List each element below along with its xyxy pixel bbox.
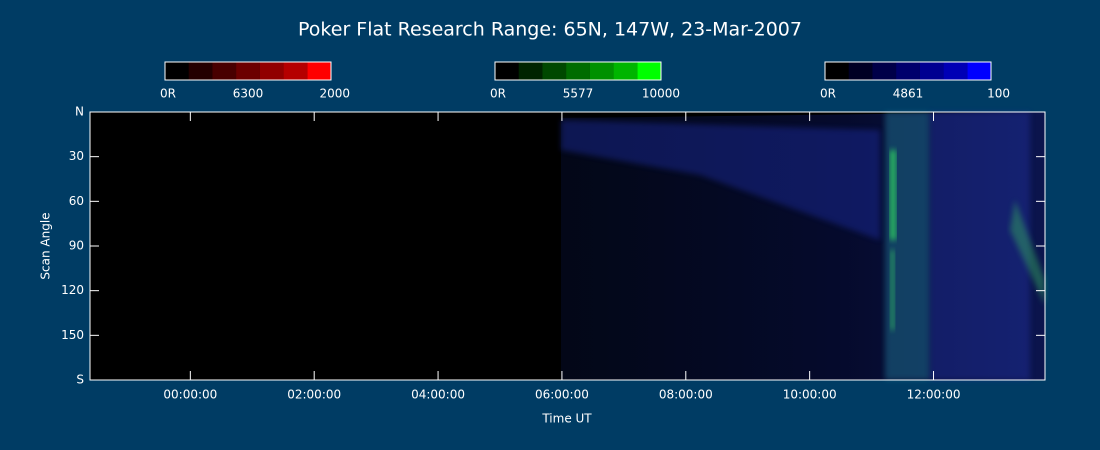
x-tick-label: 00:00:00 [163, 388, 217, 402]
plot-area [89, 111, 1046, 381]
blue-band [930, 112, 1030, 380]
y-tick-label: 30 [69, 149, 84, 163]
colorbar-swatch [495, 62, 520, 80]
colorbar-swatch [188, 62, 213, 80]
colorbar-swatch [825, 62, 850, 80]
colorbar-swatch [212, 62, 237, 80]
x-axis-label: Time UT [541, 412, 592, 426]
x-tick-label: 02:00:00 [287, 388, 341, 402]
colorbar-swatch [542, 62, 567, 80]
colorbar-max-label: 100 [987, 87, 1010, 101]
colorbar-swatch [613, 62, 638, 80]
colorbar-swatch [259, 62, 285, 80]
x-tick-label: 04:00:00 [411, 388, 465, 402]
colorbar-swatch [518, 62, 543, 80]
colorbar-swatch [967, 62, 992, 80]
colorbar-line-label: 5577 [563, 87, 594, 101]
colorbar-swatch [848, 62, 873, 80]
colorbar-max-label: 2000 [319, 87, 350, 101]
colorbar-swatch [919, 62, 945, 80]
colorbar-frame [494, 61, 662, 81]
colorbar-swatch [236, 62, 261, 80]
colorbar-swatch [848, 62, 873, 80]
green-streak [890, 150, 896, 240]
colorbar-line-label: 6300 [233, 87, 264, 101]
colorbar-swatch [283, 62, 308, 80]
y-tick-label: S [76, 373, 84, 387]
x-tick-label: 10:00:00 [783, 388, 837, 402]
colorbar-swatch [589, 62, 615, 80]
y-tick-label: N [75, 105, 84, 119]
colorbar-swatch [896, 62, 921, 80]
emission-image [561, 112, 1045, 380]
y-tick-label: 60 [69, 194, 84, 208]
green-edge [1010, 200, 1045, 305]
colorbar-swatch [165, 62, 189, 80]
colorbar-frame [824, 61, 992, 81]
colorbar-line-label: 4861 [893, 87, 924, 101]
colorbar-swatch [943, 62, 968, 80]
y-tick-label: 120 [61, 283, 84, 297]
colorbar-swatch [542, 62, 567, 80]
colorbar-max-label: 10000 [642, 87, 680, 101]
chart-title: Poker Flat Research Range: 65N, 147W, 23… [298, 19, 802, 41]
colorbar-min-label: 0R [490, 87, 506, 101]
colorbar-swatch [236, 62, 261, 80]
green-streak [890, 250, 895, 330]
colorbar-swatch [212, 62, 237, 80]
x-tick-label: 06:00:00 [535, 388, 589, 402]
colorbar-swatch [495, 62, 519, 80]
colorbar-swatch [896, 62, 921, 80]
colorbar-frame [164, 61, 332, 81]
colorbar-swatch [566, 62, 591, 80]
colorbar-swatch [566, 62, 591, 80]
colorbar-swatch [188, 62, 213, 80]
colorbar-swatch [307, 62, 332, 80]
colorbar-swatch [825, 62, 849, 80]
y-tick-label: 150 [61, 328, 84, 342]
colorbar-swatch [637, 62, 662, 80]
colorbar-min-label: 0R [160, 87, 176, 101]
x-tick-label: 12:00:00 [907, 388, 961, 402]
colorbar-swatch [165, 62, 190, 80]
colorbar-swatch [518, 62, 543, 80]
y-tick-label: 90 [69, 239, 84, 253]
x-tick-label: 08:00:00 [659, 388, 713, 402]
y-axis-label: Scan Angle [39, 212, 53, 279]
blue-arc [561, 120, 880, 240]
colorbar-min-label: 0R [820, 87, 836, 101]
colorbar-swatch [872, 62, 897, 80]
colorbar-swatch [872, 62, 897, 80]
